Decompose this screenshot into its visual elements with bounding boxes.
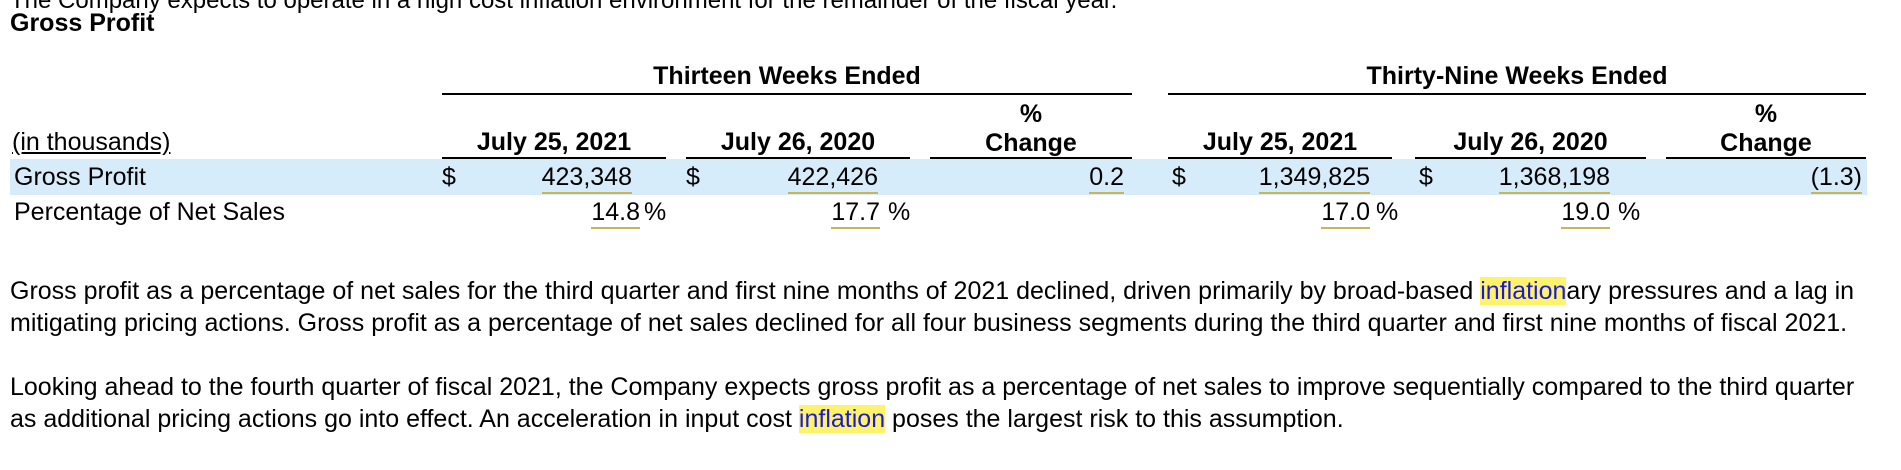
- col-header-ytd-change: % Change: [1720, 100, 1812, 157]
- gross-profit-q-2020: 422,426: [787, 163, 878, 194]
- currency-symbol: $: [686, 163, 700, 191]
- row-label-pct-net-sales: Percentage of Net Sales: [14, 198, 285, 226]
- gross-profit-ytd-2021: 1,349,825: [1258, 163, 1370, 194]
- currency-symbol: $: [1172, 163, 1186, 191]
- col-rule: [1168, 157, 1392, 159]
- pct-net-sales-ytd-2021: 17.0: [1321, 198, 1370, 229]
- col-rule: [930, 157, 1132, 159]
- group-rule-thirteen-weeks: [442, 93, 1132, 95]
- percent-sign: %: [888, 198, 911, 226]
- highlighted-row-band: [10, 159, 1867, 195]
- percent-sign: %: [644, 198, 667, 226]
- col-rule: [442, 157, 666, 159]
- col-header-q-2021: July 25, 2021: [476, 128, 632, 156]
- group-header-thirty-nine-weeks: Thirty-Nine Weeks Ended: [1366, 62, 1668, 90]
- col-header-ytd-2020: July 26, 2020: [1453, 128, 1608, 156]
- search-highlight: inflation: [1480, 277, 1567, 305]
- gross-profit-q-2021: 423,348: [541, 163, 632, 194]
- gross-profit-ytd-2020: 1,368,198: [1498, 163, 1610, 194]
- pct-net-sales-q-2021: 14.8: [591, 198, 640, 229]
- gross-profit-ytd-change: (1.3): [1810, 163, 1862, 194]
- unit-label: (in thousands): [12, 128, 171, 156]
- col-rule: [686, 157, 910, 159]
- pct-net-sales-ytd-2020: 19.0: [1561, 198, 1610, 229]
- col-header-ytd-2021: July 25, 2021: [1202, 128, 1358, 156]
- col-rule: [1415, 157, 1646, 159]
- pct-net-sales-q-2020: 17.7: [831, 198, 880, 229]
- currency-symbol: $: [442, 163, 456, 191]
- paragraph-outlook: Looking ahead to the fourth quarter of f…: [10, 373, 1855, 433]
- paragraph-gross-profit-decline: Gross profit as a percentage of net sale…: [10, 277, 1855, 337]
- search-highlight: inflation: [798, 405, 886, 433]
- percent-sign: %: [1376, 198, 1399, 226]
- group-rule-thirty-nine-weeks: [1168, 93, 1866, 95]
- group-header-thirteen-weeks: Thirteen Weeks Ended: [653, 62, 921, 90]
- col-header-q-2020: July 26, 2020: [720, 128, 876, 156]
- gross-profit-q-change: 0.2: [1089, 163, 1124, 194]
- percent-sign: %: [1618, 198, 1641, 226]
- currency-symbol: $: [1419, 163, 1433, 191]
- col-header-q-change: % Change: [985, 100, 1077, 157]
- col-rule: [1666, 157, 1866, 159]
- cutoff-text-line: The Company expects to operate in a high…: [10, 0, 1118, 14]
- row-label-gross-profit: Gross Profit: [14, 163, 146, 191]
- section-title: Gross Profit: [10, 9, 155, 37]
